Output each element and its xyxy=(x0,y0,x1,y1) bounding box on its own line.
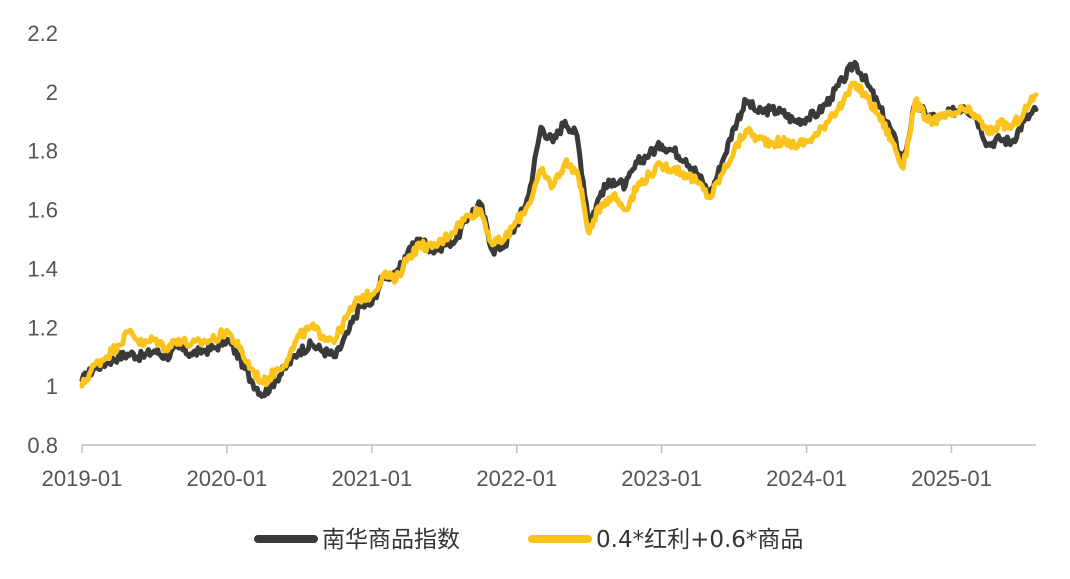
y-tick-label: 1.2 xyxy=(27,315,58,340)
y-tick-label: 1.6 xyxy=(27,198,58,223)
legend-label-1: 0.4*红利+0.6*商品 xyxy=(596,527,803,553)
x-tick-label: 2021-01 xyxy=(331,466,412,491)
y-tick-label: 1.4 xyxy=(27,256,58,281)
legend: 南华商品指数 0.4*红利+0.6*商品 xyxy=(254,527,803,553)
series-lines xyxy=(79,59,1039,399)
y-tick-label: 0.8 xyxy=(27,433,58,458)
legend-label-0: 南华商品指数 xyxy=(322,527,460,553)
series-line-1 xyxy=(79,80,1039,389)
x-tick-label: 2023-01 xyxy=(621,466,702,491)
x-tick-label: 2025-01 xyxy=(911,466,992,491)
x-tick-label: 2022-01 xyxy=(476,466,557,491)
series-line-0 xyxy=(79,59,1039,399)
x-tick-label: 2024-01 xyxy=(766,466,847,491)
x-tick-label: 2020-01 xyxy=(187,466,268,491)
y-axis-ticks: 0.8 1 1.2 1.4 1.6 1.8 2 2.2 xyxy=(27,21,58,458)
y-tick-label: 1.8 xyxy=(27,139,58,164)
y-tick-label: 2 xyxy=(46,80,58,105)
y-tick-label: 1 xyxy=(46,374,58,399)
x-axis-ticks: 2019-01 2020-01 2021-01 2022-01 2023-01 2024-… xyxy=(42,445,992,491)
x-tick-label: 2019-01 xyxy=(42,466,123,491)
y-tick-label: 2.2 xyxy=(27,21,58,46)
